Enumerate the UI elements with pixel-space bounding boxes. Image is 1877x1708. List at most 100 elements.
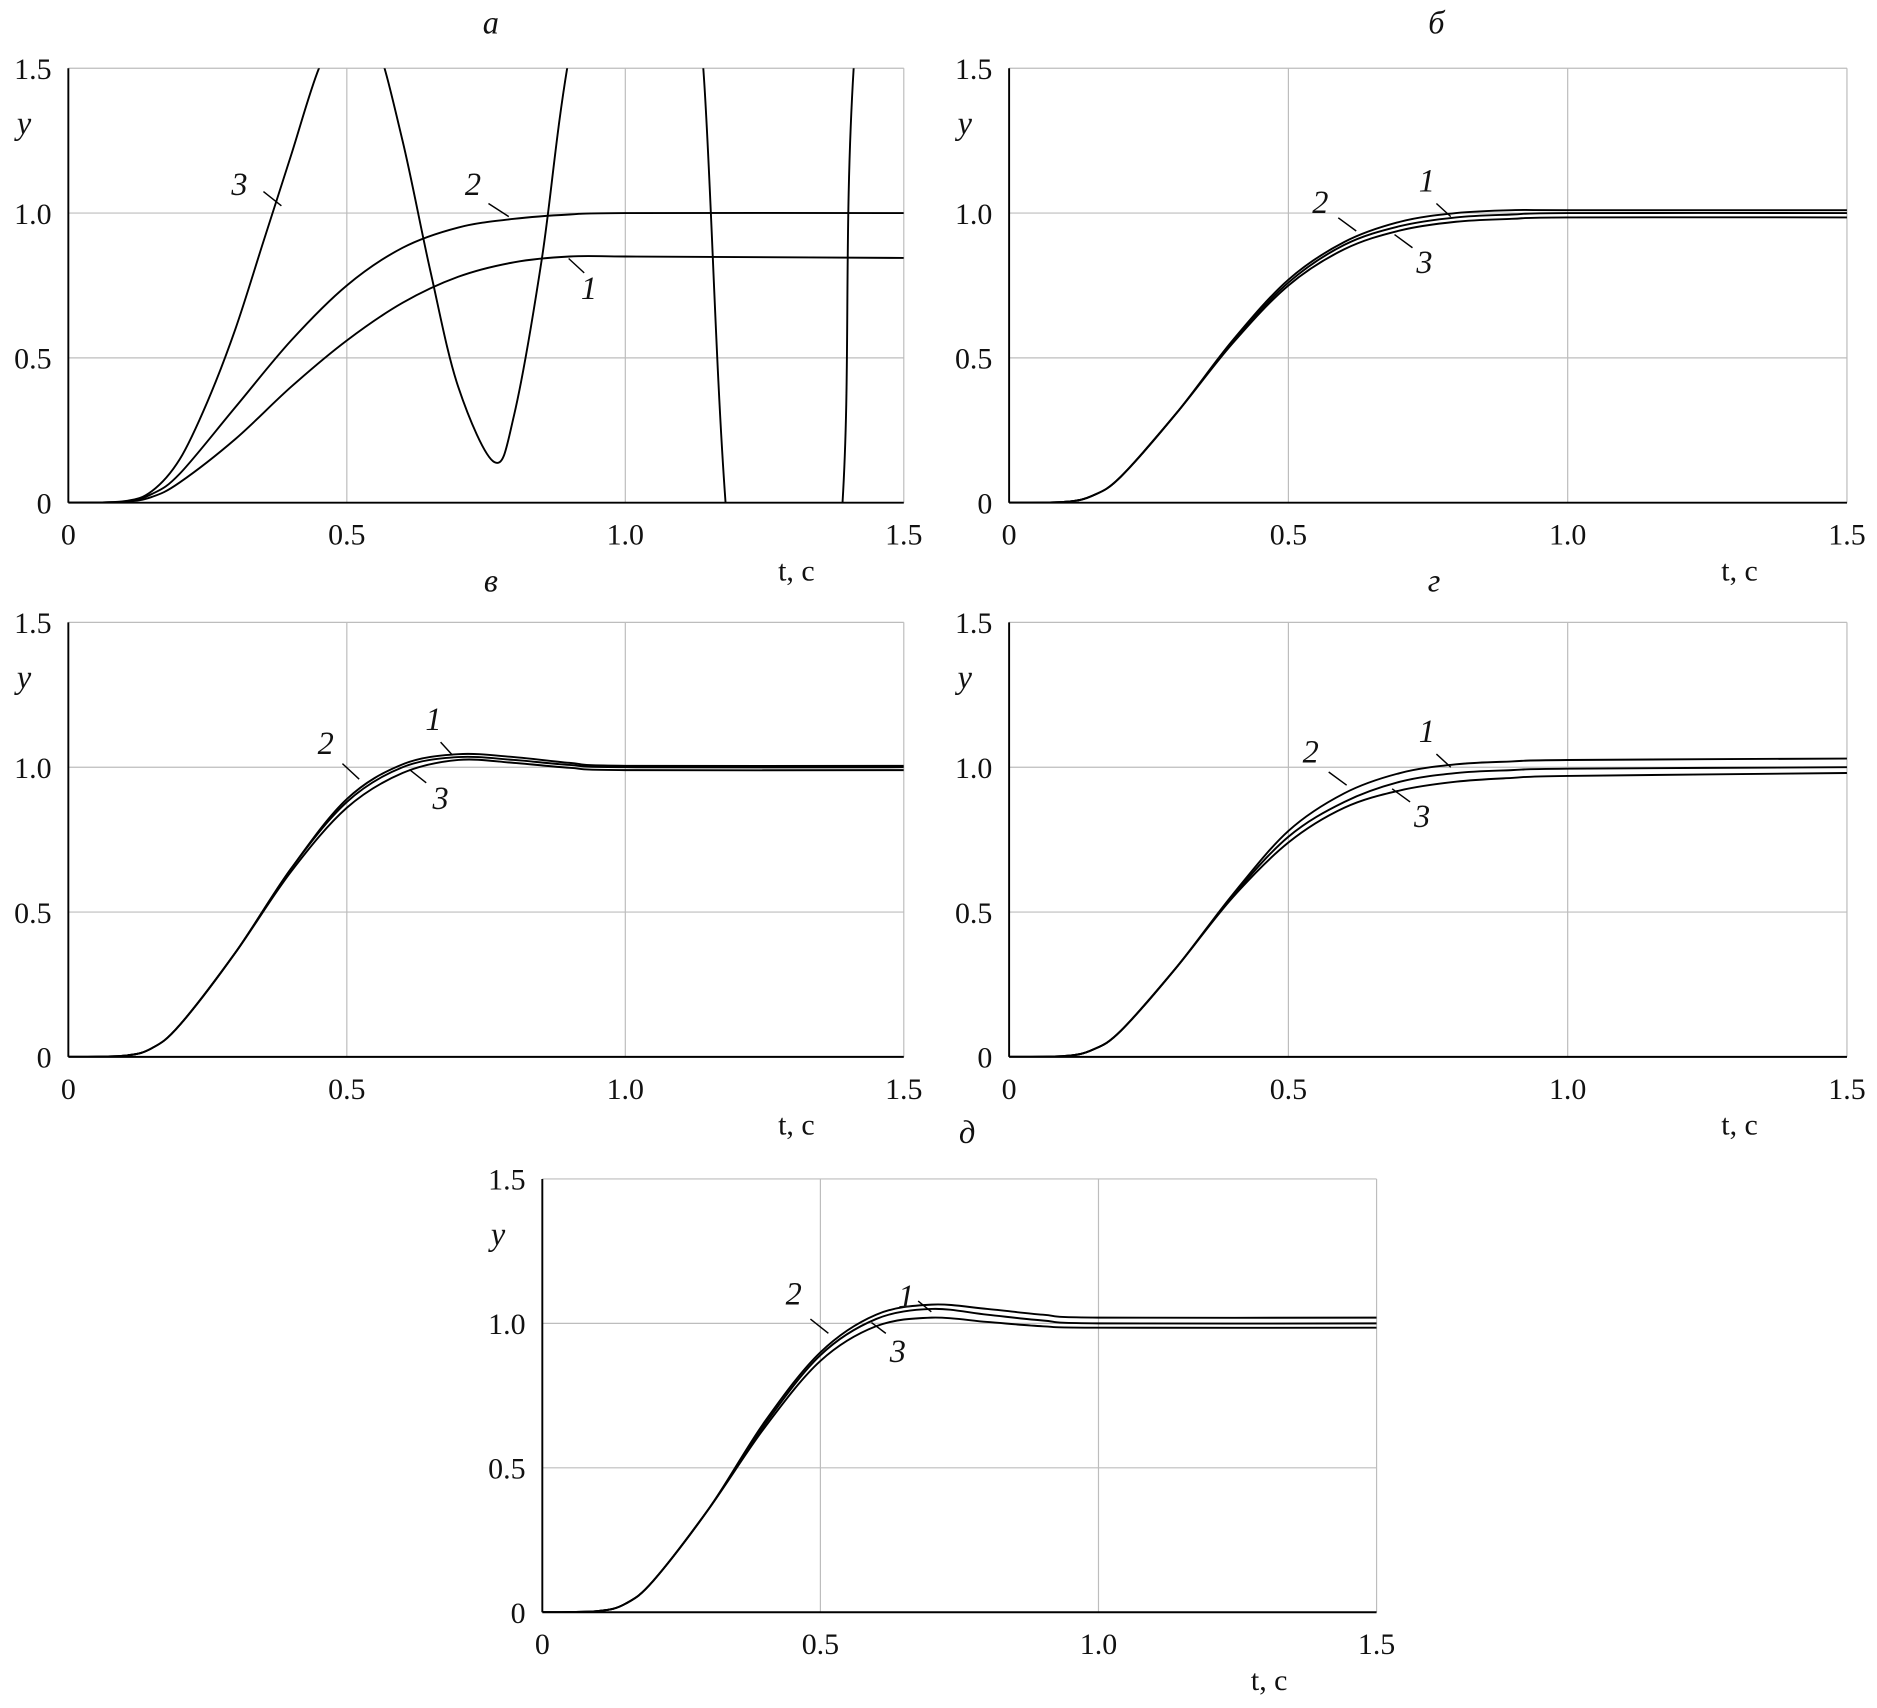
- series-label-1: 1: [1419, 713, 1435, 749]
- x-tick-label: 1.0: [607, 1073, 644, 1106]
- y-axis-label: y: [488, 1216, 506, 1252]
- series-line-3: [68, 68, 855, 503]
- subplot-а: 0 0.5 1.0 1.5 0 0.5 1.0 1.5 y t, с а 1 2 3: [14, 5, 923, 588]
- x-tick-label: 1.0: [1080, 1628, 1117, 1661]
- series-label-2: 2: [1312, 184, 1328, 220]
- x-tick-label: 0.5: [328, 1073, 365, 1106]
- series-line-1: [68, 752, 904, 1057]
- x-tick-label: 0: [1002, 519, 1017, 552]
- series-label-2: 2: [1303, 733, 1319, 769]
- y-tick-label: 1.0: [14, 752, 51, 785]
- y-tick-label: 1.0: [955, 198, 992, 231]
- series-label-3: 3: [230, 166, 247, 202]
- y-tick-label: 1.5: [488, 1164, 525, 1197]
- series-label-3: 3: [889, 1333, 906, 1369]
- y-tick-label: 0.5: [955, 343, 992, 376]
- subplot-title: д: [959, 1114, 975, 1150]
- y-tick-label: 0.5: [14, 897, 51, 930]
- series-label-1: 1: [581, 270, 597, 306]
- series-line-3: [68, 758, 904, 1057]
- x-axis-label: t, с: [778, 1109, 815, 1142]
- y-tick-label: 1.0: [488, 1308, 525, 1341]
- series-line-1: [542, 1303, 1377, 1613]
- x-axis-label: t, с: [778, 555, 815, 588]
- subplot-title: в: [484, 562, 498, 598]
- subplot-б: 0 0.5 1.0 1.5 0 0.5 1.0 1.5 y t, с б 1 2 3: [955, 5, 1866, 588]
- y-tick-label: 0: [511, 1597, 526, 1630]
- series-leader-2: [341, 763, 360, 780]
- series-leader-1: [917, 1300, 932, 1313]
- x-tick-label: 0: [1002, 1073, 1017, 1106]
- y-tick-label: 0: [37, 1042, 52, 1075]
- y-tick-label: 0: [977, 487, 992, 520]
- series-leader-1: [1435, 753, 1452, 768]
- y-tick-label: 0.5: [488, 1453, 525, 1486]
- subplot-д: 0 0.5 1.0 1.5 0 0.5 1.0 1.5 y t, с д 1 2 3: [488, 1114, 1395, 1697]
- series-label-3: 3: [432, 780, 449, 816]
- series-label-1: 1: [1419, 163, 1435, 199]
- x-tick-label: 0: [61, 519, 76, 552]
- subplot-в: 0 0.5 1.0 1.5 0 0.5 1.0 1.5 y t, с в 1 2 3: [14, 562, 923, 1141]
- x-tick-label: 0.5: [1270, 519, 1307, 552]
- series-leader-2: [1337, 217, 1357, 232]
- y-tick-label: 1.0: [14, 198, 51, 231]
- series-line-2: [542, 1307, 1377, 1613]
- x-tick-label: 0: [61, 1073, 76, 1106]
- x-tick-label: 1.5: [885, 1073, 922, 1106]
- y-tick-label: 1.5: [955, 53, 992, 86]
- y-tick-label: 1.5: [955, 607, 992, 640]
- y-tick-label: 1.5: [14, 53, 51, 86]
- x-tick-label: 1.0: [1549, 519, 1586, 552]
- x-tick-label: 1.5: [1828, 519, 1865, 552]
- series-line-2: [68, 755, 904, 1057]
- y-tick-label: 0.5: [14, 343, 51, 376]
- subplot-title: б: [1428, 5, 1446, 41]
- x-axis-label: t, с: [1721, 555, 1758, 588]
- series-leader-1: [440, 741, 454, 756]
- y-tick-label: 1.0: [955, 752, 992, 785]
- series-line-3: [1009, 772, 1847, 1057]
- x-axis-label: t, с: [1251, 1664, 1288, 1697]
- series-label-2: 2: [318, 725, 334, 761]
- x-axis-label: t, с: [1721, 1109, 1758, 1142]
- series-leader-3: [409, 769, 427, 784]
- y-axis-label: y: [955, 105, 973, 141]
- series-leader-3: [1394, 234, 1413, 249]
- series-leader-3: [871, 1322, 887, 1334]
- series-label-2: 2: [786, 1276, 802, 1312]
- y-axis-label: y: [955, 659, 973, 695]
- series-line-2: [68, 211, 904, 503]
- subplot-г: 0 0.5 1.0 1.5 0 0.5 1.0 1.5 y t, с г 1 2 3: [955, 562, 1866, 1141]
- series-leader-1: [568, 258, 585, 274]
- x-tick-label: 1.5: [885, 519, 922, 552]
- series-label-1: 1: [898, 1278, 914, 1314]
- series-label-3: 3: [1413, 798, 1430, 834]
- y-axis-label: y: [14, 659, 32, 695]
- series-leader-3: [1391, 788, 1411, 803]
- series-label-1: 1: [425, 701, 441, 737]
- series-line-3: [1009, 216, 1847, 503]
- series-leader-2: [1328, 771, 1348, 786]
- x-tick-label: 0: [535, 1628, 550, 1661]
- y-tick-label: 1.5: [14, 607, 51, 640]
- series-line-1: [68, 255, 904, 503]
- series-label-3: 3: [1415, 244, 1432, 280]
- x-tick-label: 0.5: [802, 1628, 839, 1661]
- x-tick-label: 1.5: [1358, 1628, 1395, 1661]
- x-tick-label: 1.0: [1549, 1073, 1586, 1106]
- series-leader-2: [809, 1318, 829, 1334]
- y-tick-label: 0: [37, 487, 52, 520]
- y-tick-label: 0.5: [955, 897, 992, 930]
- series-leader-3: [262, 190, 282, 207]
- subplot-title: г: [1428, 562, 1441, 598]
- series-leader-2: [488, 202, 510, 218]
- series-leader-1: [1435, 202, 1452, 218]
- x-tick-label: 0.5: [1270, 1073, 1307, 1106]
- y-axis-label: y: [14, 105, 32, 141]
- y-tick-label: 0: [977, 1042, 992, 1075]
- x-tick-label: 1.5: [1828, 1073, 1865, 1106]
- subplot-title: а: [483, 5, 499, 41]
- x-tick-label: 0.5: [328, 519, 365, 552]
- x-tick-label: 1.0: [607, 519, 644, 552]
